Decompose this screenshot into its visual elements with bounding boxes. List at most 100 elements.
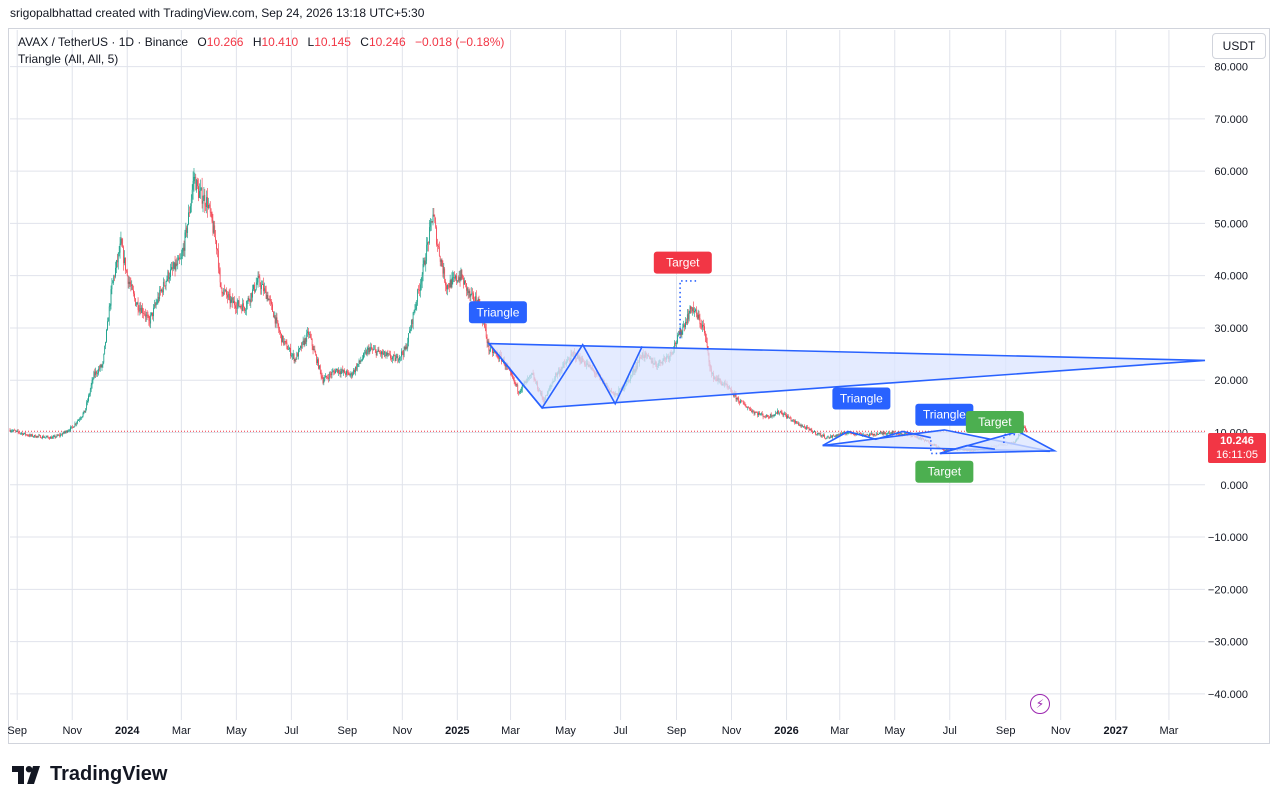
candle-body <box>409 330 410 334</box>
candle-body <box>103 353 105 363</box>
candle-body <box>446 285 447 290</box>
candle-body <box>359 360 361 362</box>
candle-body <box>352 373 354 377</box>
candle-body <box>876 433 878 436</box>
candle-body <box>133 289 134 294</box>
candle-body <box>256 282 258 285</box>
candle-body <box>70 426 72 428</box>
candle-body <box>179 257 180 260</box>
candle-body <box>380 352 382 355</box>
candle-body <box>687 314 689 320</box>
candle-body <box>863 434 865 436</box>
candle-body <box>775 412 777 415</box>
candle-body <box>758 412 759 416</box>
candle-body <box>365 351 367 355</box>
candle-body <box>705 337 707 343</box>
candle-body <box>416 301 418 305</box>
candle-body <box>740 400 741 403</box>
candle-body <box>124 257 125 264</box>
candle-body <box>301 341 303 349</box>
candle-body <box>696 313 698 319</box>
candle-body <box>89 389 91 395</box>
flash-icon[interactable]: ⚡ <box>1030 694 1050 714</box>
candle-body <box>431 221 433 223</box>
ohlc-row: AVAX / TetherUS · 1D · Binance O10.266 H… <box>18 34 504 51</box>
candle-body <box>473 293 474 301</box>
candle-body <box>12 430 14 432</box>
candle-body <box>433 214 435 217</box>
candle-body <box>816 434 818 435</box>
y-tick-label: 50.000 <box>1214 218 1248 230</box>
candle-body <box>241 306 243 311</box>
candle-body <box>152 312 153 317</box>
candle-body <box>692 307 694 311</box>
candle-body <box>888 432 890 434</box>
candle-body <box>757 412 759 416</box>
candle-body <box>817 433 819 435</box>
candle-body <box>132 285 134 290</box>
candle-body <box>151 312 152 316</box>
candle-body <box>822 435 823 437</box>
x-tick-label: 2025 <box>445 725 469 737</box>
candle-body <box>105 341 106 346</box>
candle-body <box>763 416 765 418</box>
x-tick-label: Mar <box>172 725 191 737</box>
candle-body <box>485 328 487 337</box>
candle-body <box>80 417 82 419</box>
candle-body <box>296 353 298 360</box>
candle-body <box>686 321 687 324</box>
candle-body <box>875 435 877 436</box>
candle-body <box>208 204 209 208</box>
candle-body <box>462 278 464 279</box>
candle-body <box>702 324 704 328</box>
y-tick-label: −20.000 <box>1208 584 1248 596</box>
candle-body <box>354 369 355 373</box>
candle-body <box>62 432 64 434</box>
candle-body <box>52 436 54 438</box>
candle-body <box>794 420 796 423</box>
candle-body <box>753 411 755 414</box>
candle-body <box>423 260 425 265</box>
y-tick-label: 40.000 <box>1214 271 1248 283</box>
candle-body <box>208 204 210 206</box>
candle-body <box>870 433 871 435</box>
candle-body <box>109 305 111 307</box>
candle-body <box>785 413 786 416</box>
candle-body <box>471 292 473 295</box>
candle-body <box>89 394 90 396</box>
y-tick-label: 30.000 <box>1214 323 1248 335</box>
candle-body <box>314 349 316 353</box>
candle-body <box>675 342 676 344</box>
candle-body <box>894 432 896 434</box>
candle-body <box>774 414 776 416</box>
candle-body <box>272 311 274 318</box>
candle-body <box>504 365 506 367</box>
x-tick-label: May <box>555 725 576 737</box>
indicator-title[interactable]: Triangle (All, All, 5) <box>18 52 119 66</box>
candle-body <box>338 370 340 373</box>
candle-body <box>388 353 390 355</box>
candle-body <box>371 347 373 350</box>
candle-body <box>9 429 11 432</box>
candle-body <box>422 264 424 275</box>
quote-currency-button[interactable]: USDT <box>1212 33 1266 59</box>
candle-body <box>521 389 522 391</box>
target-label-bg <box>915 460 974 483</box>
candle-body <box>265 289 267 299</box>
candle-body <box>240 306 242 307</box>
candle-body <box>290 347 291 356</box>
candle-body <box>318 359 319 369</box>
candle-body <box>690 306 692 310</box>
candle-body <box>795 421 796 423</box>
candle-body <box>786 415 787 418</box>
candle-body <box>738 397 740 402</box>
candle-body <box>217 249 218 251</box>
candle-body <box>251 293 253 298</box>
candle-body <box>102 362 104 365</box>
candle-body <box>70 427 71 431</box>
x-tick-label: Nov <box>1051 725 1071 737</box>
tradingview-logo[interactable]: TradingView <box>12 763 167 786</box>
candle-body <box>282 335 283 343</box>
candle-body <box>905 433 906 434</box>
